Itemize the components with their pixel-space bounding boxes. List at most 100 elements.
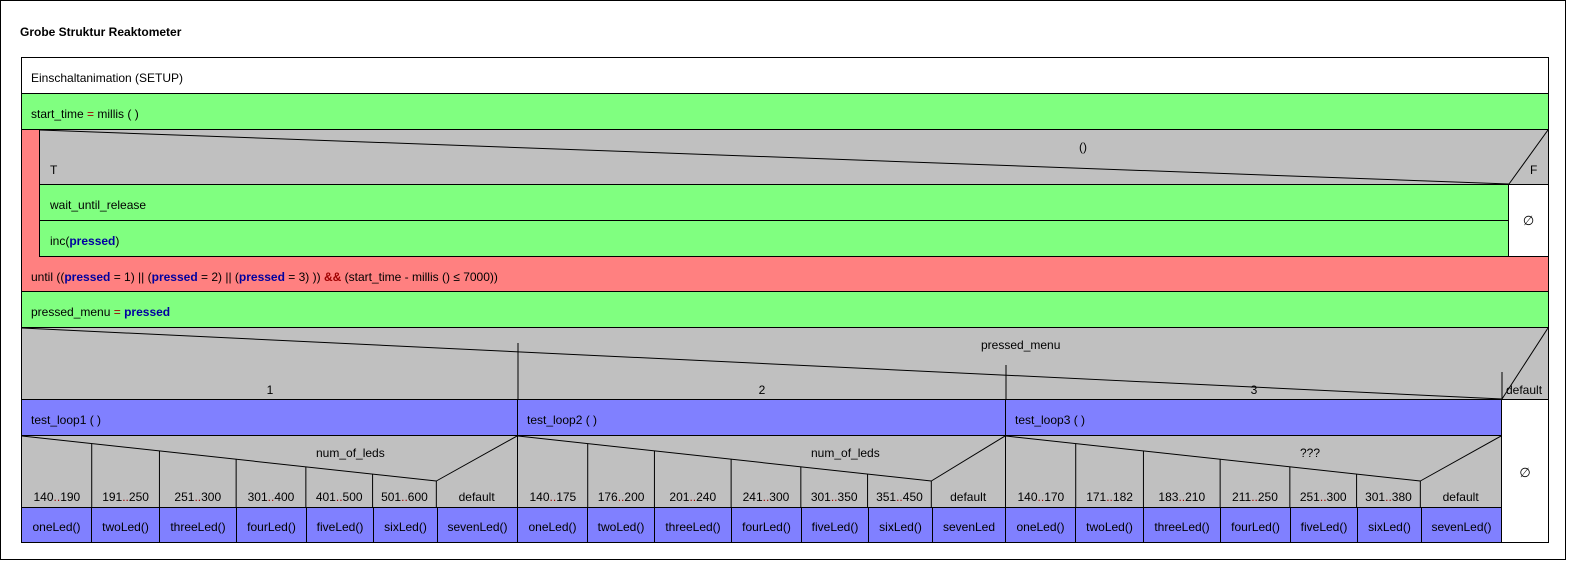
subcase-label: 211..250	[1232, 490, 1278, 504]
case-2-subswitch-header: num_of_leds 140..175 176..200 201..240 241..…	[517, 435, 1006, 508]
led-call-cell: sevenLed()	[437, 507, 518, 543]
case-call-text: test_loop1 ( )	[31, 413, 102, 427]
led-call-text: twoLed()	[1086, 520, 1133, 534]
led-call-text: oneLed()	[1016, 520, 1065, 534]
subswitch-selector: ???	[1300, 446, 1321, 460]
subcase-label: 140..190	[33, 490, 81, 504]
inc-pressed-statement: inc(pressed)	[39, 220, 1509, 257]
led-call-cell: twoLed()	[1075, 507, 1144, 543]
led-call-cell: sixLed()	[868, 507, 933, 543]
case-3-subswitch-header: ??? 140..170 171..182 183..210 211..250 251..…	[1005, 435, 1502, 508]
case-label-3: 3	[1250, 383, 1258, 397]
subcase-label: 251..300	[174, 490, 222, 504]
led-call-text: sixLed()	[384, 520, 427, 534]
until-condition: until ((pressed = 1) || (pressed = 2) ||…	[31, 270, 498, 284]
subcase-label: 301..380	[1365, 490, 1412, 504]
subcase-label: 501..600	[381, 490, 428, 504]
subcase-label: 191..250	[102, 490, 149, 504]
led-call-text: threeLed()	[665, 520, 721, 534]
empty-set-symbol: ∅	[1519, 465, 1531, 480]
led-call-text: sixLed()	[1368, 520, 1411, 534]
subswitch-selector: num_of_leds	[811, 446, 880, 460]
led-call-cell: fiveLed()	[1290, 507, 1358, 543]
subcase-label: 301..350	[810, 490, 858, 504]
led-call-text: fiveLed()	[811, 520, 859, 534]
led-call-cell: threeLed()	[159, 507, 237, 543]
subcase-label: 183..210	[1158, 490, 1206, 504]
if-condition: ()	[1079, 140, 1087, 154]
led-call-cell: fourLed()	[731, 507, 802, 543]
led-call-cell: fourLed()	[236, 507, 307, 543]
subcase-label: 401..500	[315, 490, 363, 504]
subcase-label: 251..300	[1299, 490, 1347, 504]
start-time-text: start_time = millis ( )	[31, 107, 139, 121]
diagram-title: Grobe Struktur Reaktometer	[20, 25, 182, 39]
led-call-text: oneLed()	[528, 520, 577, 534]
subcase-label: 140..170	[1017, 490, 1065, 504]
switch-default-branch: ∅	[1501, 399, 1549, 543]
led-call-text: fiveLed()	[316, 520, 364, 534]
led-call-text: fourLed()	[742, 520, 791, 534]
case-1-subswitch-header: num_of_leds 140..190 191..250 251..300 301..…	[21, 435, 518, 508]
case-label-2: 2	[758, 383, 766, 397]
led-call-text: fourLed()	[247, 520, 296, 534]
led-call-text: sixLed()	[879, 520, 922, 534]
led-call-cell: twoLed()	[587, 507, 655, 543]
led-call-text: twoLed()	[597, 520, 645, 534]
subswitch-selector: num_of_leds	[316, 446, 385, 460]
switch-pressed-menu-header: pressed_menu 1 2 3 default	[21, 327, 1549, 400]
led-call-text: threeLed()	[1154, 520, 1210, 534]
subcase-label: 301..400	[247, 490, 295, 504]
led-call-cell: sevenLed()	[1421, 507, 1502, 543]
led-call-text: sevenLed()	[1431, 520, 1492, 534]
subcase-label: 176..200	[597, 490, 645, 504]
led-call-cell: fiveLed()	[801, 507, 869, 543]
switch-selector: pressed_menu	[981, 338, 1061, 352]
subcase-label: 201..240	[669, 490, 717, 504]
subcase-label: 241..300	[742, 490, 790, 504]
led-call-text: oneLed()	[32, 520, 81, 534]
setup-block: Einschaltanimation (SETUP)	[21, 57, 1549, 94]
led-call-text: twoLed()	[102, 520, 149, 534]
if-condition-header: () T F	[39, 129, 1549, 185]
subcase-label: 351..450	[876, 490, 923, 504]
led-call-cell: twoLed()	[91, 507, 160, 543]
pressed-menu-statement: pressed_menu = pressed	[21, 291, 1549, 328]
wait-until-release-text: wait_until_release	[50, 198, 147, 212]
led-call-text: fiveLed()	[1300, 520, 1348, 534]
case-1-call: test_loop1 ( )	[21, 399, 518, 436]
led-call-cell: sixLed()	[373, 507, 438, 543]
pressed-menu-text: pressed_menu = pressed	[31, 305, 171, 319]
subcase-label: 171..182	[1086, 490, 1133, 504]
if-true-label: T	[50, 163, 58, 177]
case-label-1: 1	[266, 383, 274, 397]
led-call-cell: oneLed()	[21, 507, 92, 543]
led-call-cell: threeLed()	[1143, 507, 1221, 543]
led-call-cell: fourLed()	[1220, 507, 1291, 543]
led-call-text: sevenLed	[942, 520, 996, 534]
if-false-branch: ∅	[1508, 184, 1549, 257]
subcase-label: default	[458, 490, 495, 504]
case-call-text: test_loop3 ( )	[1015, 413, 1086, 427]
case-call-text: test_loop2 ( )	[527, 413, 598, 427]
led-call-cell: oneLed()	[517, 507, 588, 543]
case-2-call: test_loop2 ( )	[517, 399, 1006, 436]
case-label-default: default	[1506, 383, 1543, 397]
setup-label: Einschaltanimation (SETUP)	[31, 71, 184, 85]
wait-until-release-statement: wait_until_release	[39, 184, 1509, 221]
case-3-call: test_loop3 ( )	[1005, 399, 1502, 436]
if-false-label: F	[1530, 163, 1538, 177]
led-call-cell: oneLed()	[1005, 507, 1076, 543]
led-call-cell: sixLed()	[1357, 507, 1422, 543]
subcase-label: default	[1442, 490, 1479, 504]
empty-set-symbol: ∅	[1522, 213, 1535, 228]
start-time-statement: start_time = millis ( )	[21, 93, 1549, 130]
led-call-cell: sevenLed	[932, 507, 1006, 543]
led-call-cell: threeLed()	[654, 507, 732, 543]
led-call-text: sevenLed()	[447, 520, 508, 534]
led-call-text: fourLed()	[1231, 520, 1280, 534]
subcase-label: default	[950, 490, 987, 504]
inc-pressed-text: inc(pressed)	[50, 234, 120, 248]
subcase-label: 140..175	[529, 490, 577, 504]
